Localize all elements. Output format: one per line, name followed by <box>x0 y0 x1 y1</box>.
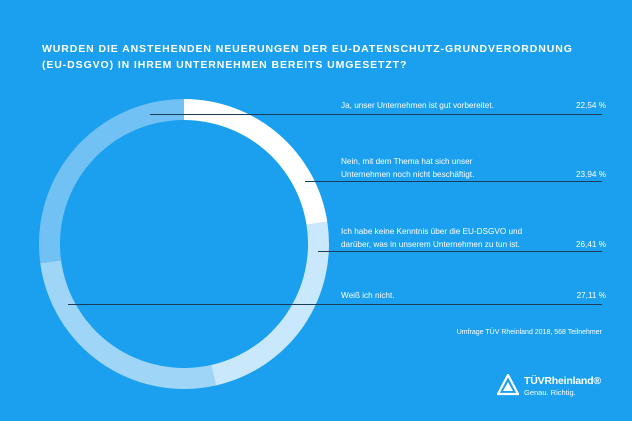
slice-label-2: Nein, mit dem Thema hat sich unser Unter… <box>341 155 474 181</box>
slice-label-1-line-1: Ja, unser Unternehmen ist gut vorbereite… <box>341 101 494 110</box>
tuv-logo: TÜVRheinland® Genau. Richtig. <box>497 372 617 406</box>
slice-value-1: 22,54 % <box>575 101 606 110</box>
slice-label-3: Ich habe keine Kenntnis über die EU-DSGV… <box>341 225 522 251</box>
slice-label-2-line-1: Nein, mit dem Thema hat sich unser <box>341 157 473 166</box>
slice-value-4: 27,11 % <box>576 291 606 300</box>
slice-label-3-line-2: darüber, was in unserem Unternehmen zu t… <box>341 240 520 249</box>
donut-slice-4 <box>39 99 184 264</box>
donut-slice-3 <box>40 260 216 390</box>
slice-label-4-line-1: Weiß ich nicht. <box>341 291 395 300</box>
leader-line-2 <box>305 181 602 182</box>
source-note: Umfrage TÜV Rheinland 2018, 568 Teilnehm… <box>456 329 602 336</box>
leader-line-4 <box>68 304 602 305</box>
slice-value-2: 23,94 % <box>575 170 606 179</box>
title-line-2: (EU-DSGVO) IN IHREM UNTERNEHMEN BEREITS … <box>42 59 408 71</box>
donut-slice-1 <box>184 99 328 225</box>
slice-label-1: Ja, unser Unternehmen ist gut vorbereite… <box>341 99 494 112</box>
chart-title: WURDEN DIE ANSTEHENDEN NEUERUNGEN DER EU… <box>42 41 602 73</box>
slice-label-4: Weiß ich nicht. <box>341 289 395 302</box>
donut-slice-2 <box>211 221 329 386</box>
slice-label-2-line-2: Unternehmen noch nicht beschäftigt. <box>341 170 475 179</box>
slice-label-3-line-1: Ich habe keine Kenntnis über die EU-DSGV… <box>341 227 523 236</box>
tuv-triangle-icon <box>497 374 519 396</box>
title-line-1: WURDEN DIE ANSTEHENDEN NEUERUNGEN DER EU… <box>42 43 573 55</box>
logo-tagline: Genau. Richtig. <box>524 388 576 397</box>
slice-value-3: 26,41 % <box>575 240 606 249</box>
leader-line-1 <box>150 114 602 115</box>
logo-brand: TÜVRheinland® <box>524 375 601 387</box>
leader-line-3 <box>318 251 602 252</box>
